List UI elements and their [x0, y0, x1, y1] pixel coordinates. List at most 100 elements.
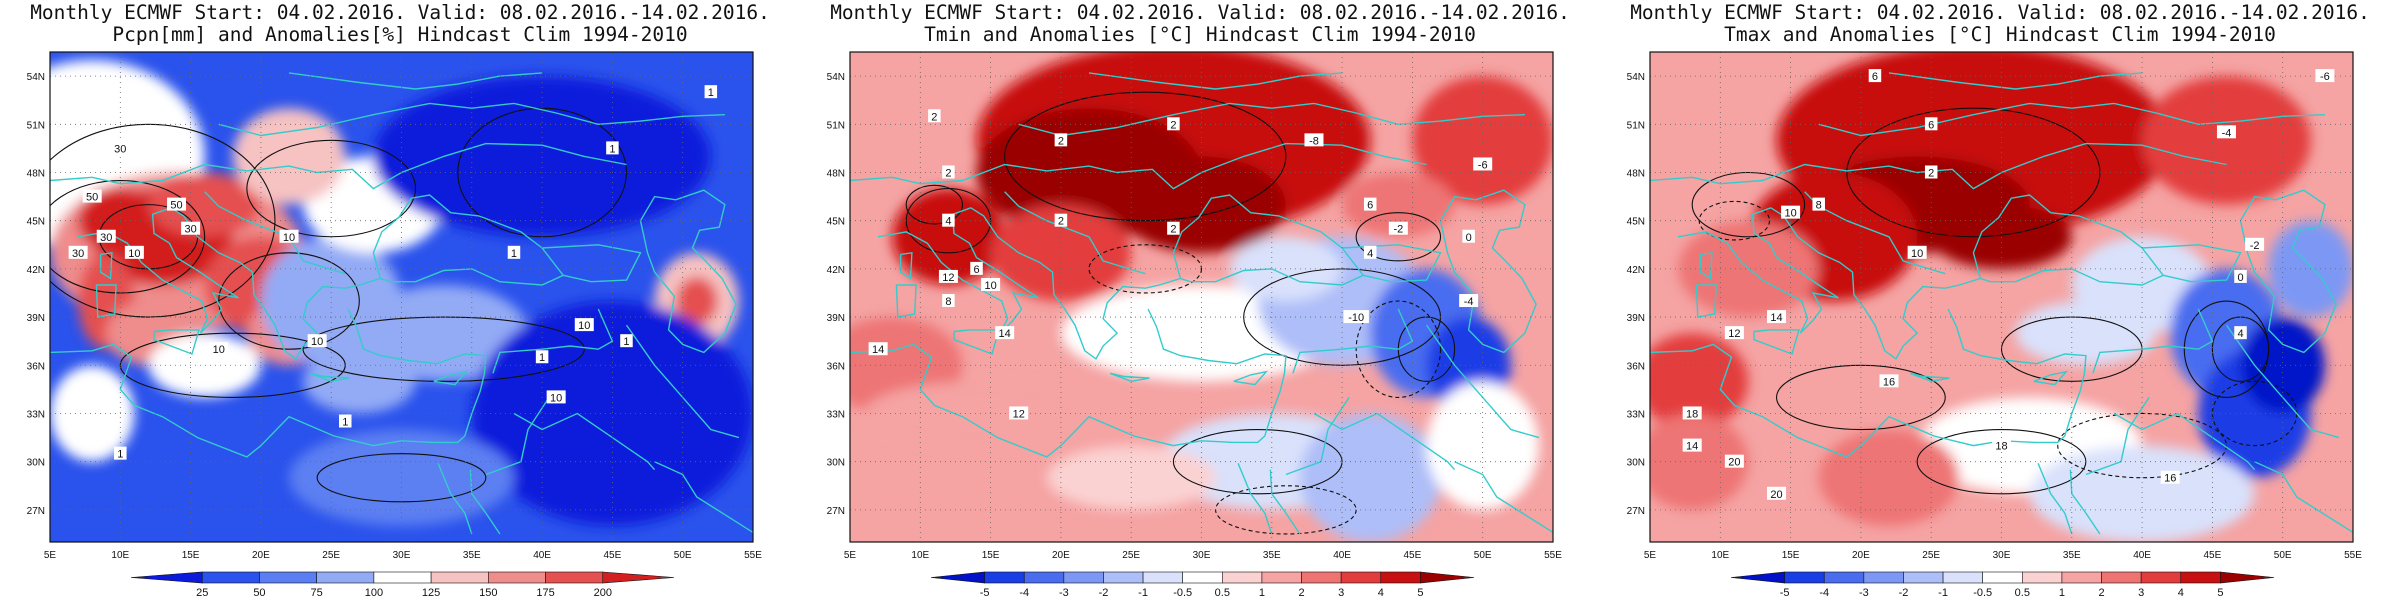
- panel-title-line1: Monthly ECMWF Start: 04.02.2016. Valid: …: [1630, 1, 2370, 24]
- coastline: [1285, 397, 1350, 476]
- contour-label: 1: [708, 87, 714, 99]
- coastline: [1695, 284, 1717, 318]
- colorbar-tick-label: -5: [980, 587, 990, 599]
- colorbar-swatch: [1903, 571, 1944, 584]
- coastline: [95, 284, 117, 318]
- contour-label: -6: [1478, 159, 1488, 171]
- lon-tick-label: 30E: [393, 550, 411, 561]
- colorbar-tick-label: 0.5: [1215, 587, 1230, 599]
- contour-label: 10: [550, 392, 562, 404]
- contour-label: -8: [1309, 135, 1319, 147]
- anomaly-blob: [148, 172, 261, 237]
- coastline: [433, 370, 469, 386]
- lon-tick-label: 10E: [1711, 550, 1729, 561]
- contour-label: 2: [945, 167, 951, 179]
- coastline: [1088, 72, 1343, 90]
- coastline: [1753, 329, 1800, 355]
- colorbar-tick-label: 1: [2059, 587, 2065, 599]
- contour-label: 30: [72, 248, 84, 260]
- lon-tick-label: 55E: [2344, 550, 2362, 561]
- contour-label-box: [68, 245, 88, 259]
- contour-label: 20: [1728, 457, 1740, 469]
- contour-label: 8: [945, 296, 951, 308]
- contour-label: 10: [578, 320, 590, 332]
- colorbar-swatch: [2061, 571, 2102, 584]
- contour-line: [1698, 200, 1771, 241]
- colorbar-swatch: [1063, 571, 1104, 584]
- contour-label: 14: [1686, 441, 1698, 453]
- coastline: [288, 72, 543, 90]
- coastline: [1699, 251, 1713, 280]
- coastline: [850, 308, 1287, 458]
- coastline: [2142, 244, 2242, 283]
- colorbar-tick-label: -1: [1138, 587, 1148, 599]
- contour-label-box: [1054, 213, 1068, 227]
- lon-tick-label: 35E: [2063, 550, 2081, 561]
- contour-label: -10: [1348, 312, 1364, 324]
- colorbar-swatch: [2022, 571, 2063, 584]
- lat-tick-label: 51N: [827, 120, 845, 131]
- contour-label: 12: [1728, 328, 1740, 340]
- contour-label-box: [114, 446, 127, 460]
- contour-label: 1: [609, 143, 615, 155]
- lon-tick-label: 30E: [1993, 550, 2011, 561]
- contour-label-box: [1907, 245, 1927, 259]
- lat-tick-label: 39N: [27, 313, 45, 324]
- coastline: [1237, 463, 1273, 535]
- contour-label: 20: [1770, 489, 1782, 501]
- colorbar-tick-label: -2: [1099, 587, 1109, 599]
- colorbar: -5 -4 -3 -2 -1 -0.5 0.5 1 2 3 4 5: [930, 571, 1475, 599]
- colorbar-swatch: [1380, 571, 1421, 584]
- contour-label-box: [546, 390, 566, 404]
- contour-label: 4: [945, 216, 951, 228]
- colorbar-swatch: [1982, 571, 2023, 584]
- contour-label-box: [995, 326, 1015, 340]
- coastline: [2239, 189, 2337, 354]
- coastline: [1650, 308, 2087, 458]
- coastline: [2113, 412, 2256, 471]
- contour-label: 1: [623, 336, 629, 348]
- contour-label: 2: [1170, 119, 1176, 131]
- contour-label-box: [1462, 229, 1475, 243]
- contour-label: 2: [1170, 224, 1176, 236]
- contour-label-box: [110, 141, 130, 155]
- lon-tick-label: 50E: [1474, 550, 1492, 561]
- contour-label: 30: [100, 232, 112, 244]
- contour-label-box: [279, 229, 299, 243]
- coastline: [2037, 463, 2073, 535]
- contour-label-box: [942, 165, 955, 179]
- coastline: [1018, 102, 1525, 137]
- colorbar-tick-label: -1: [1938, 587, 1948, 599]
- colorbar-arrow-low: [130, 571, 203, 584]
- shaded-field: [50, 52, 753, 542]
- colorbar-swatch: [373, 571, 432, 584]
- lon-tick-label: 15E: [1782, 550, 1800, 561]
- contour-label-box: [535, 350, 549, 364]
- contour-label-box: [938, 269, 958, 283]
- contour-label-box: [124, 245, 144, 259]
- contour-label: 14: [872, 344, 884, 356]
- coastline: [1233, 370, 1269, 386]
- coastline: [485, 397, 550, 476]
- tmin-map: 222222446681012121414-2-4-6-8-10054N51N4…: [827, 51, 1562, 599]
- coastline: [1677, 207, 1839, 334]
- contour-label-box: [606, 141, 619, 155]
- colorbar-swatch: [1942, 571, 1983, 584]
- contour-label-box: [2234, 326, 2247, 340]
- colorbar-tick-label: -3: [1859, 587, 1869, 599]
- contour-label: 10: [128, 248, 140, 260]
- lon-tick-label: 25E: [1922, 550, 1940, 561]
- anomaly-blob: [2029, 445, 2255, 542]
- coastline: [1269, 469, 1301, 535]
- contour-label-box: [1459, 294, 1479, 308]
- contour-line: [1172, 428, 1343, 495]
- coastline: [1342, 244, 1442, 283]
- coastline: [1818, 102, 2325, 137]
- colorbar-swatch: [1301, 571, 1342, 584]
- lon-tick-label: 40E: [533, 550, 551, 561]
- contour-label: 4: [2237, 328, 2243, 340]
- colorbar-tick-label: 0.5: [2015, 587, 2030, 599]
- lat-tick-label: 33N: [1627, 409, 1645, 420]
- coastline: [1292, 308, 1414, 374]
- tmin-panel: Monthly ECMWF Start: 04.02.2016. Valid: …: [800, 0, 1600, 600]
